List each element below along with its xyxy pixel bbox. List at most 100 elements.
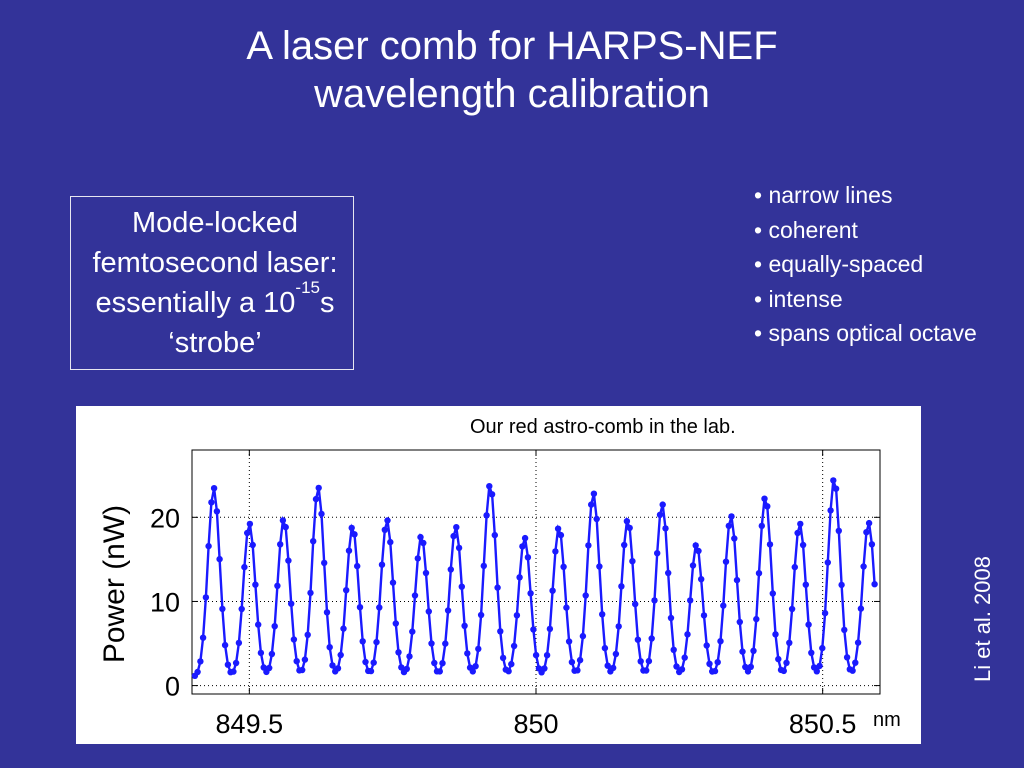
bullet-item: • coherent <box>754 216 858 243</box>
comb-data-point <box>629 558 636 565</box>
comb-data-point <box>340 625 347 632</box>
bullet-item: • intense <box>754 285 843 312</box>
comb-data-point <box>345 547 353 554</box>
comb-data-point <box>307 589 314 597</box>
comb-data-point <box>238 605 245 613</box>
x-tick-label: 849.5 <box>216 709 284 739</box>
comb-data-point <box>491 531 498 539</box>
y-tick-label: 20 <box>150 503 180 533</box>
comb-data-point <box>703 642 710 649</box>
comb-data-point <box>706 660 713 667</box>
x-tick-label: 850 <box>513 709 558 739</box>
comb-data-point <box>472 663 479 670</box>
comb-data-point <box>329 662 336 669</box>
comb-data-point <box>334 665 342 672</box>
comb-data-point <box>406 653 413 660</box>
slide-title-line1: A laser comb for HARPS-NEF <box>246 24 778 68</box>
box-line3-exponent: -15 <box>295 278 320 297</box>
comb-data-point <box>398 664 405 671</box>
comb-data-point <box>678 666 686 673</box>
box-line4: ‘strobe’ <box>168 327 262 359</box>
comb-data-point <box>255 621 262 628</box>
comb-data-point <box>488 491 496 498</box>
comb-data-point <box>277 541 284 548</box>
comb-data-point <box>827 507 834 514</box>
comb-data-point <box>656 511 664 518</box>
comb-data-point <box>370 659 377 666</box>
comb-data-point <box>695 547 702 555</box>
comb-data-point <box>681 654 688 661</box>
comb-data-point <box>623 518 631 525</box>
comb-data-point <box>865 519 873 527</box>
comb-data-point <box>395 649 402 656</box>
comb-data-point <box>315 484 322 492</box>
comb-data-point <box>805 621 812 628</box>
comb-data-point <box>612 650 620 658</box>
comb-data-point <box>552 548 559 555</box>
comb-data-point <box>475 645 482 653</box>
comb-data-point <box>274 582 281 589</box>
comb-data-point <box>601 644 609 652</box>
comb-data-point <box>645 657 653 665</box>
comb-data-point <box>554 525 562 532</box>
comb-data-point <box>714 659 721 666</box>
comb-data-point <box>596 563 603 570</box>
comb-data-point <box>747 663 754 670</box>
comb-data-point <box>560 563 567 570</box>
comb-data-point <box>808 649 815 656</box>
comb-data-point <box>521 534 529 542</box>
comb-data-point <box>667 614 675 622</box>
comb-data-point <box>403 665 410 673</box>
comb-data-point <box>689 562 697 569</box>
comb-data-point <box>516 574 523 581</box>
comb-data-point <box>447 566 454 573</box>
comb-data-point <box>532 651 540 659</box>
comb-data-point <box>271 623 278 630</box>
comb-data-point <box>753 615 760 623</box>
comb-data-point <box>508 660 515 668</box>
comb-data-point <box>323 609 331 616</box>
laser-description-text: Mode-locked femtosecond laser: essential… <box>40 203 390 363</box>
comb-data-point <box>417 533 424 541</box>
comb-data-point <box>312 495 320 503</box>
comb-data-point <box>857 605 865 612</box>
comb-data-point <box>422 569 430 577</box>
comb-data-point <box>698 576 705 583</box>
comb-data-point <box>205 542 212 550</box>
comb-data-point <box>343 587 350 594</box>
comb-data-point <box>477 611 485 619</box>
comb-data-point <box>637 658 644 665</box>
comb-data-point <box>362 658 369 666</box>
comb-series-line <box>193 480 876 677</box>
comb-data-point <box>367 667 375 675</box>
comb-data-point <box>455 544 463 552</box>
slide-title-line2: wavelength calibration <box>314 72 710 116</box>
comb-data-point <box>411 592 419 599</box>
comb-data-point <box>279 517 287 524</box>
comb-data-point <box>772 631 779 638</box>
comb-data-point <box>565 638 573 645</box>
comb-data-point <box>373 638 380 646</box>
comb-data-point <box>662 525 669 532</box>
comb-data-point <box>755 570 763 577</box>
comb-data-point <box>486 483 493 490</box>
comb-data-point <box>576 656 584 664</box>
comb-data-point <box>739 648 746 655</box>
comb-data-point <box>720 602 727 609</box>
comb-data-point <box>282 523 289 531</box>
comb-data-point <box>802 581 809 588</box>
comb-data-point <box>838 581 845 589</box>
comb-data-point <box>439 660 446 667</box>
comb-data-point <box>505 668 512 675</box>
comb-data-point <box>428 640 435 647</box>
comb-data-point <box>761 495 768 502</box>
comb-data-point <box>461 622 468 629</box>
comb-data-point <box>524 554 532 561</box>
comb-data-point <box>453 524 460 531</box>
comb-data-point <box>791 563 798 571</box>
comb-data-point <box>758 522 765 530</box>
comb-data-point <box>351 531 358 538</box>
comb-data-point <box>634 636 642 643</box>
comb-data-point <box>780 667 787 675</box>
comb-data-point <box>654 550 661 557</box>
